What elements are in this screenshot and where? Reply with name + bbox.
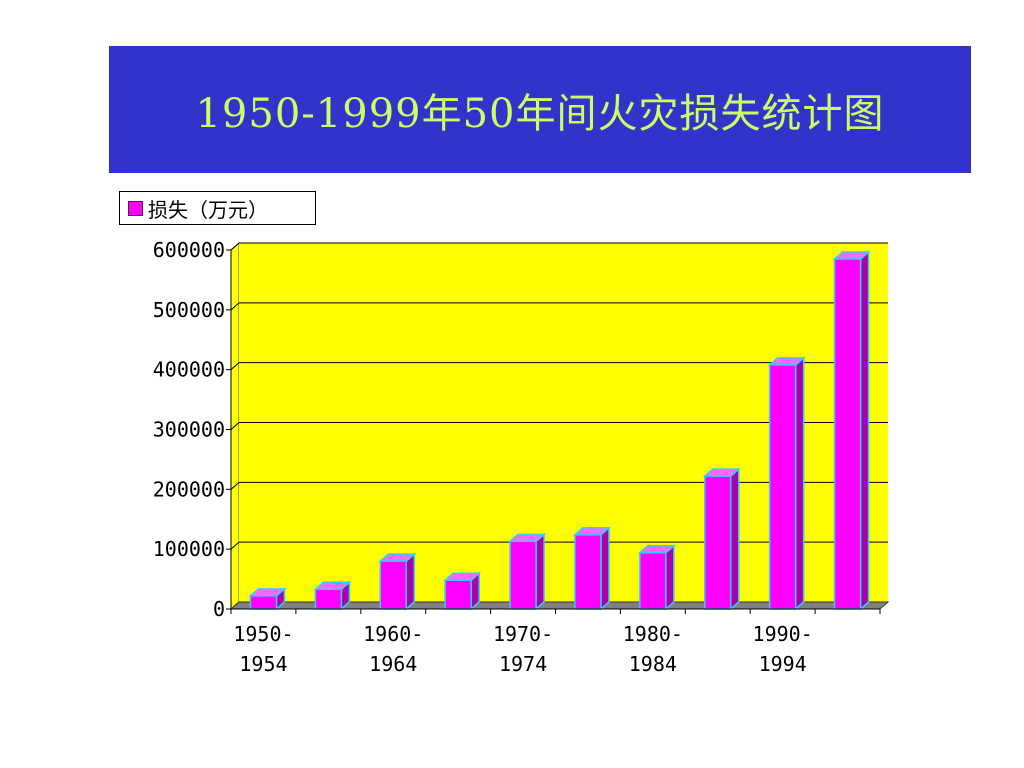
bar-side [665, 544, 675, 611]
legend: 损失（万元） [119, 191, 316, 225]
legend-label: 损失（万元） [148, 197, 268, 222]
bar-front [574, 534, 602, 610]
bar-front [379, 560, 407, 610]
bar-front [704, 475, 732, 610]
bar-side [794, 356, 805, 611]
bar [832, 250, 871, 611]
bar-front [444, 579, 472, 610]
bar-front [639, 552, 667, 610]
y-tick-label: 0 [213, 597, 225, 621]
legend-swatch [128, 200, 143, 216]
gridline [230, 541, 888, 550]
x-tick-label: 1954 [239, 652, 287, 676]
bar-front [509, 540, 537, 610]
x-tick-label: 1950- [233, 622, 293, 646]
gridline [230, 302, 888, 311]
y-tick-label: 400000 [153, 358, 225, 382]
x-tick-label: 1984 [629, 652, 677, 676]
x-tick-label: 1970- [493, 622, 553, 646]
chart-title: 1950-1999年50年间火灾损失统计图 [195, 90, 885, 137]
bar-front [833, 258, 862, 610]
y-tick-label: 100000 [153, 537, 225, 561]
y-tick-label: 300000 [153, 418, 225, 442]
gridlines [230, 242, 888, 550]
bar-side [405, 552, 415, 611]
bar [248, 587, 287, 611]
gridline [230, 481, 888, 490]
x-tick-label: 1980- [623, 622, 683, 646]
x-tick-label: 1990- [753, 622, 813, 646]
bar [767, 356, 806, 611]
y-axis-ticks: 0 100000 200000 300000 400000 500000 600000 [153, 238, 232, 621]
bar-side [535, 532, 545, 611]
bar [508, 532, 547, 611]
bar [378, 552, 417, 611]
bar-front [249, 595, 278, 610]
x-tick-label: 1974 [499, 652, 547, 676]
gridline [230, 362, 888, 371]
y-tick-label: 500000 [153, 298, 225, 322]
bar [572, 526, 611, 611]
bar-side [859, 250, 870, 611]
gridline [230, 242, 888, 251]
bar-side [730, 467, 740, 611]
bar-front [768, 364, 797, 610]
bar [313, 580, 352, 611]
bar [702, 467, 741, 611]
bar-front [314, 588, 343, 610]
y-tick-label: 600000 [153, 238, 225, 262]
bars [248, 250, 871, 611]
y-tick-label: 200000 [153, 477, 225, 501]
x-axis-ticks: 1950- 1954 1960- 1964 1970- 1974 1980- 1984 1990… [230, 608, 881, 676]
x-tick-label: 1994 [759, 652, 807, 676]
gridline [230, 422, 888, 430]
bar [443, 571, 482, 611]
x-tick-label: 1960- [363, 622, 423, 646]
title-banner: 1950-1999年50年间火灾损失统计图 [109, 46, 971, 173]
bar-side [600, 526, 610, 611]
bar [637, 544, 676, 611]
x-tick-label: 1964 [369, 652, 417, 676]
